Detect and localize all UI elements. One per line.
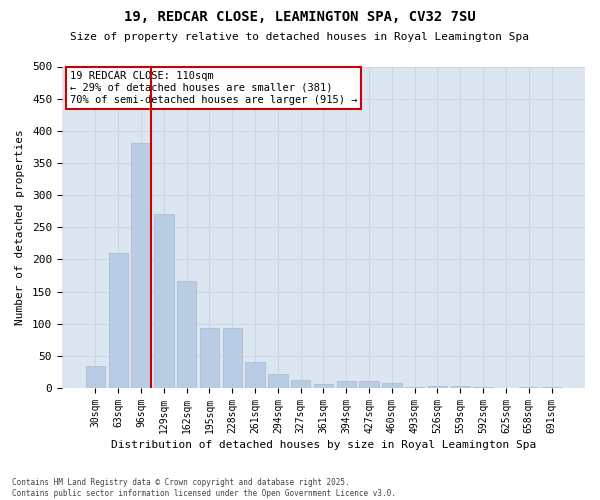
X-axis label: Distribution of detached houses by size in Royal Leamington Spa: Distribution of detached houses by size …: [111, 440, 536, 450]
Bar: [177, 280, 196, 388]
Text: 19 REDCAR CLOSE: 110sqm
← 29% of detached houses are smaller (381)
70% of semi-d: 19 REDCAR CLOSE: 110sqm ← 29% of detache…: [70, 72, 357, 104]
Bar: [109, 253, 128, 388]
Bar: [542, 387, 561, 388]
Bar: [382, 383, 401, 388]
Bar: [519, 387, 538, 388]
Bar: [154, 214, 173, 388]
Bar: [86, 366, 105, 388]
Bar: [200, 328, 219, 388]
Bar: [451, 386, 470, 388]
Bar: [359, 381, 379, 388]
Bar: [337, 381, 356, 388]
Bar: [223, 328, 242, 388]
Text: Size of property relative to detached houses in Royal Leamington Spa: Size of property relative to detached ho…: [71, 32, 530, 42]
Bar: [291, 380, 310, 388]
Bar: [428, 386, 447, 388]
Text: Contains HM Land Registry data © Crown copyright and database right 2025.
Contai: Contains HM Land Registry data © Crown c…: [12, 478, 396, 498]
Bar: [314, 384, 333, 388]
Bar: [245, 362, 265, 388]
Y-axis label: Number of detached properties: Number of detached properties: [15, 130, 25, 325]
Text: 19, REDCAR CLOSE, LEAMINGTON SPA, CV32 7SU: 19, REDCAR CLOSE, LEAMINGTON SPA, CV32 7…: [124, 10, 476, 24]
Bar: [131, 143, 151, 388]
Bar: [268, 374, 287, 388]
